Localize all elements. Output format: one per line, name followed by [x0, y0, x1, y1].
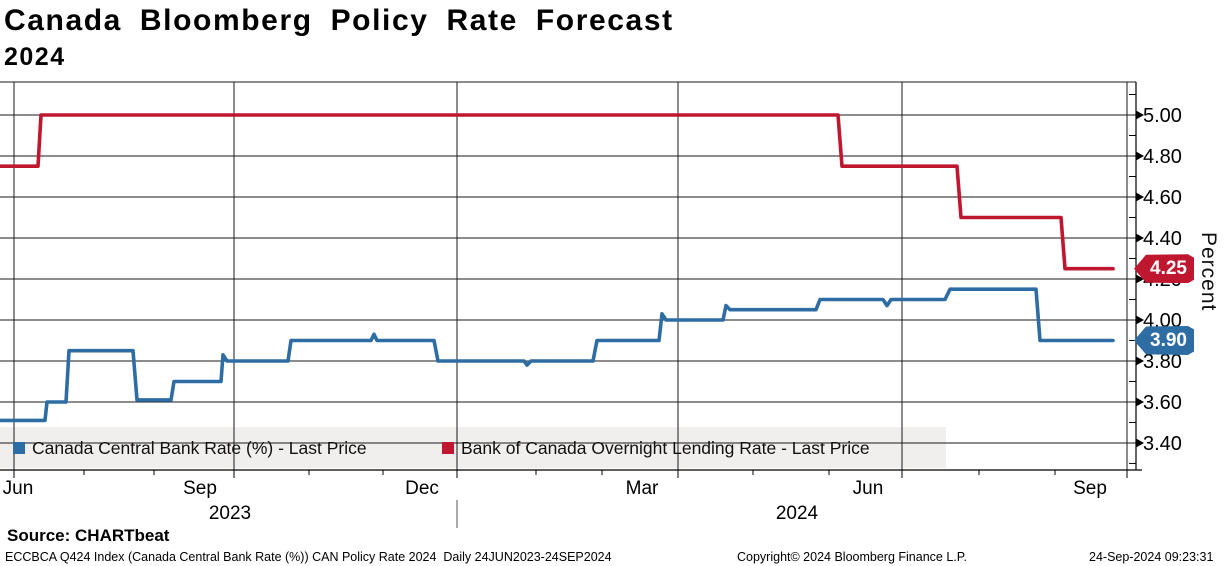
x-axis-month-label: Jun: [3, 478, 34, 499]
legend-item-overnight-lending-rate[interactable]: Bank of Canada Overnight Lending Rate - …: [442, 436, 870, 460]
x-axis-month-label: Dec: [405, 478, 439, 499]
footer-timestamp: 24-Sep-2024 09:23:31: [1089, 550, 1214, 564]
y-axis-title: Percent: [1197, 232, 1220, 312]
last-price-badge-overnight-rate: 4.25: [1134, 254, 1194, 284]
footer-ticker-info: ECCBCA Q424 Index (Canada Central Bank R…: [5, 550, 612, 564]
x-axis-month-label: Sep: [183, 478, 217, 499]
series-line-1: [0, 113, 1115, 271]
y-tick-arrow-icon: [1136, 151, 1144, 161]
legend-label: Bank of Canada Overnight Lending Rate - …: [461, 437, 870, 458]
series-line-0: [0, 287, 1115, 423]
legend-strip: [0, 427, 946, 468]
y-axis-label: 3.80: [1143, 351, 1182, 373]
y-tick-arrow-icon: [1136, 274, 1144, 284]
legend-item-central-bank-rate[interactable]: Canada Central Bank Rate (%) - Last Pric…: [13, 436, 367, 460]
y-axis-label: 4.40: [1143, 228, 1182, 250]
y-axis-label: 3.40: [1143, 433, 1182, 455]
last-price-badge-central-bank-rate: 3.90: [1134, 325, 1194, 355]
footer-copyright: Copyright© 2024 Bloomberg Finance L.P.: [737, 550, 967, 564]
y-tick-arrow-icon: [1136, 438, 1144, 448]
y-tick-arrow-icon: [1136, 110, 1144, 120]
chart-title: Canada Bloomberg Policy Rate Forecast: [4, 4, 674, 37]
chart-subtitle-year: 2024: [4, 43, 66, 71]
legend-swatch-blue-icon: [13, 442, 25, 454]
y-tick-arrow-icon: [1136, 315, 1144, 325]
y-tick-arrow-icon: [1136, 397, 1144, 407]
x-axis-year-label: 2023: [209, 503, 251, 524]
x-axis-year-label: 2024: [776, 503, 819, 524]
legend-label: Canada Central Bank Rate (%) - Last Pric…: [32, 437, 367, 458]
y-axis-label: 4.60: [1143, 187, 1182, 209]
x-axis-month-label: Mar: [626, 478, 659, 499]
y-axis-label: 5.00: [1143, 105, 1182, 127]
y-axis-label: 4.80: [1143, 146, 1182, 168]
y-tick-arrow-icon: [1136, 356, 1144, 366]
x-axis-month-label: Jun: [853, 478, 884, 499]
legend-swatch-red-icon: [442, 442, 454, 454]
y-tick-arrow-icon: [1136, 192, 1144, 202]
y-axis-label: 3.60: [1143, 392, 1182, 414]
x-axis-month-label: Sep: [1073, 478, 1107, 499]
y-tick-arrow-icon: [1136, 233, 1144, 243]
source-line: Source: CHARTbeat: [7, 526, 170, 545]
